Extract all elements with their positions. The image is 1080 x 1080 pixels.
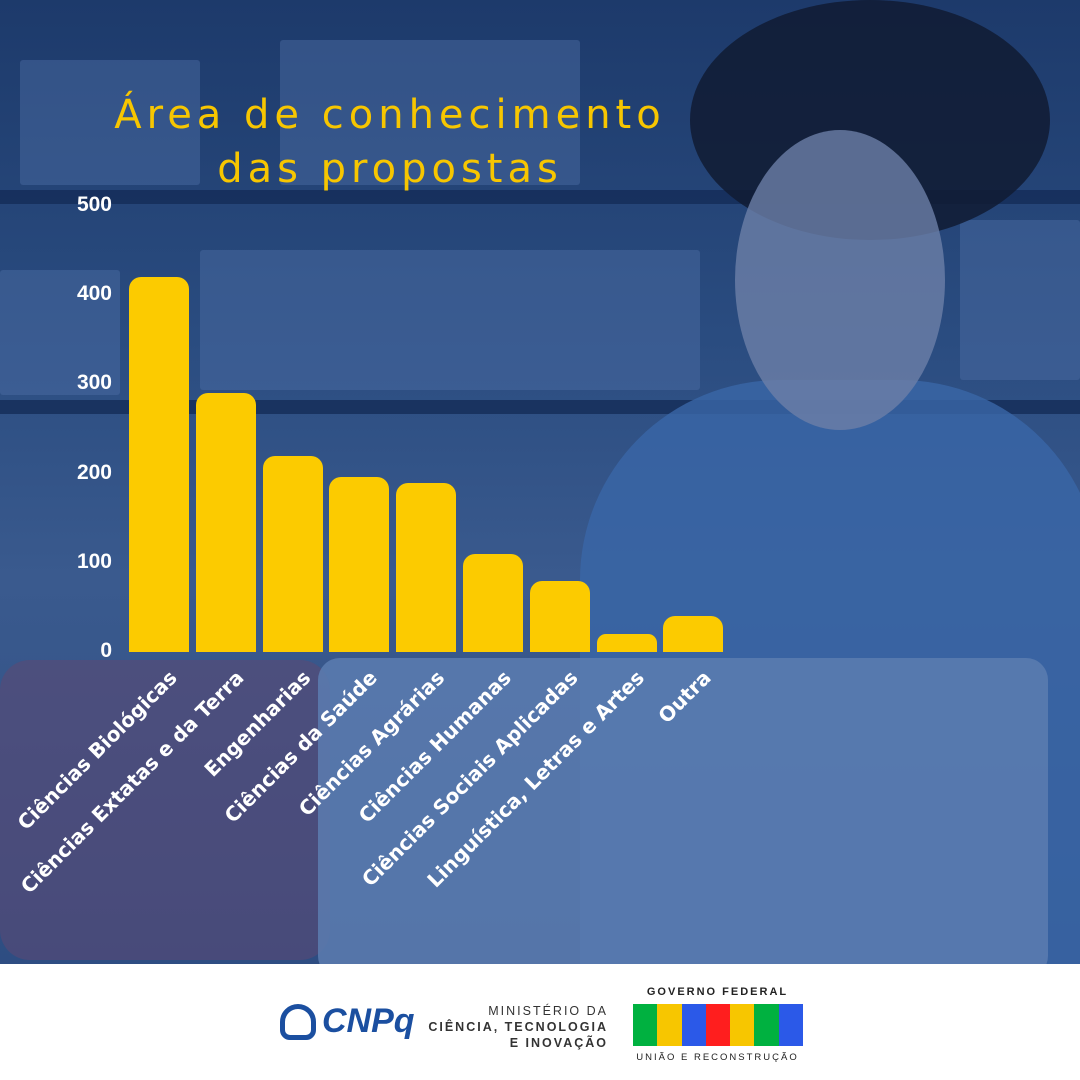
bar bbox=[262, 455, 323, 652]
y-tick-label: 300 bbox=[76, 371, 112, 395]
bar bbox=[596, 634, 657, 652]
y-tick-label: 200 bbox=[76, 460, 112, 484]
ministry-line1: MINISTÉRIO DA bbox=[488, 1004, 608, 1018]
ministry-line2: CIÊNCIA, TECNOLOGIA bbox=[428, 1020, 608, 1034]
laptop bbox=[318, 658, 1048, 964]
bar bbox=[396, 482, 457, 652]
footer bbox=[0, 964, 1080, 1080]
gov-slogan: UNIÃO E RECONSTRUÇÃO bbox=[636, 1052, 799, 1063]
cnpq-logo: CNPq bbox=[322, 1002, 415, 1040]
cnpq-head-icon bbox=[280, 1004, 316, 1040]
person-face bbox=[735, 130, 945, 430]
bar bbox=[463, 553, 523, 652]
gov-federal-label: GOVERNO FEDERAL bbox=[646, 986, 789, 998]
ministry-line3: E INOVAÇÃO bbox=[509, 1036, 608, 1050]
bar bbox=[529, 580, 590, 652]
y-tick-label: 100 bbox=[76, 549, 112, 573]
bar bbox=[663, 616, 724, 652]
y-tick-label: 0 bbox=[100, 639, 112, 662]
background-photo bbox=[0, 0, 1080, 964]
chart-title-line2: das propostas bbox=[217, 146, 563, 192]
chair bbox=[0, 660, 330, 960]
brasil-logo bbox=[633, 1004, 803, 1046]
chart-title-line1: Área de conhecimento bbox=[114, 92, 666, 138]
bar bbox=[195, 393, 256, 652]
bar bbox=[129, 277, 189, 652]
y-tick-label: 500 bbox=[76, 193, 112, 216]
bar bbox=[329, 477, 390, 652]
y-tick-label: 400 bbox=[76, 282, 112, 306]
